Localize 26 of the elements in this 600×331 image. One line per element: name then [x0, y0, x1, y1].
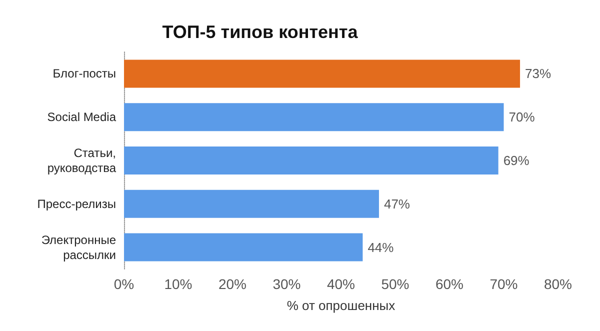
- data-label: 47%: [384, 196, 410, 212]
- x-tick-label: 10%: [164, 276, 192, 292]
- x-tick-label: 0%: [114, 276, 134, 292]
- bar: [124, 190, 379, 218]
- data-label: 69%: [503, 153, 530, 168]
- x-tick-label: 80%: [544, 276, 572, 292]
- data-label: 44%: [368, 240, 394, 255]
- x-tick-label: 40%: [326, 276, 356, 292]
- y-tick-label: Электронные рассылки: [41, 232, 116, 262]
- x-axis-title: % от опрошенных: [286, 298, 396, 313]
- y-tick-label: Статьи, руководства: [47, 146, 116, 175]
- chart-title: ТОП-5 типов контента: [162, 22, 359, 42]
- x-tick-label: 20%: [218, 276, 247, 292]
- x-tick-label: 50%: [381, 276, 410, 292]
- bar: [124, 146, 498, 174]
- y-tick-label: Social Media: [47, 110, 116, 124]
- x-tick-label: 60%: [435, 276, 464, 292]
- bar: [124, 103, 504, 132]
- bar: [124, 233, 363, 262]
- data-label: 73%: [525, 66, 552, 82]
- x-tick-label: 70%: [490, 276, 518, 292]
- x-tick-label: 30%: [272, 276, 301, 292]
- y-tick-label: Пресс-релизы: [37, 196, 116, 211]
- bar: [124, 60, 520, 88]
- y-tick-label: Блог-посты: [52, 66, 116, 81]
- data-label: 70%: [508, 110, 536, 125]
